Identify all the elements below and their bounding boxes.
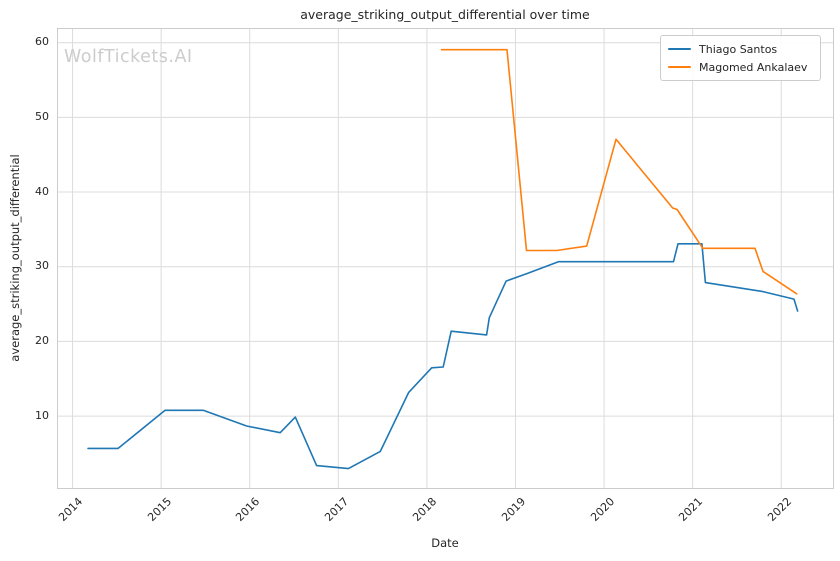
y-tick-label: 40 (35, 184, 49, 198)
y-tick-label: 10 (35, 408, 49, 422)
line-thiago-santos (87, 243, 799, 470)
axes-spines (57, 28, 834, 489)
line-magomed-ankalaev (440, 48, 798, 295)
x-axis-label: Date (431, 536, 459, 550)
y-tick-label: 50 (35, 109, 49, 123)
watermark: WolfTickets.AI (64, 47, 193, 67)
legend-line-sample (668, 48, 691, 50)
chart-title: average_striking_output_differential ove… (300, 7, 590, 22)
legend-label: Thiago Santos (699, 42, 778, 56)
legend-line-sample (668, 66, 691, 68)
legend-item: Thiago Santos (668, 40, 813, 58)
legend-label: Magomed Ankalaev (699, 60, 808, 74)
y-tick-label: 30 (35, 259, 49, 273)
legend-item: Magomed Ankalaev (668, 58, 813, 76)
y-tick-label: 60 (35, 35, 49, 49)
y-tick-label: 20 (35, 333, 49, 347)
legend: Thiago Santos Magomed Ankalaev (660, 35, 821, 81)
